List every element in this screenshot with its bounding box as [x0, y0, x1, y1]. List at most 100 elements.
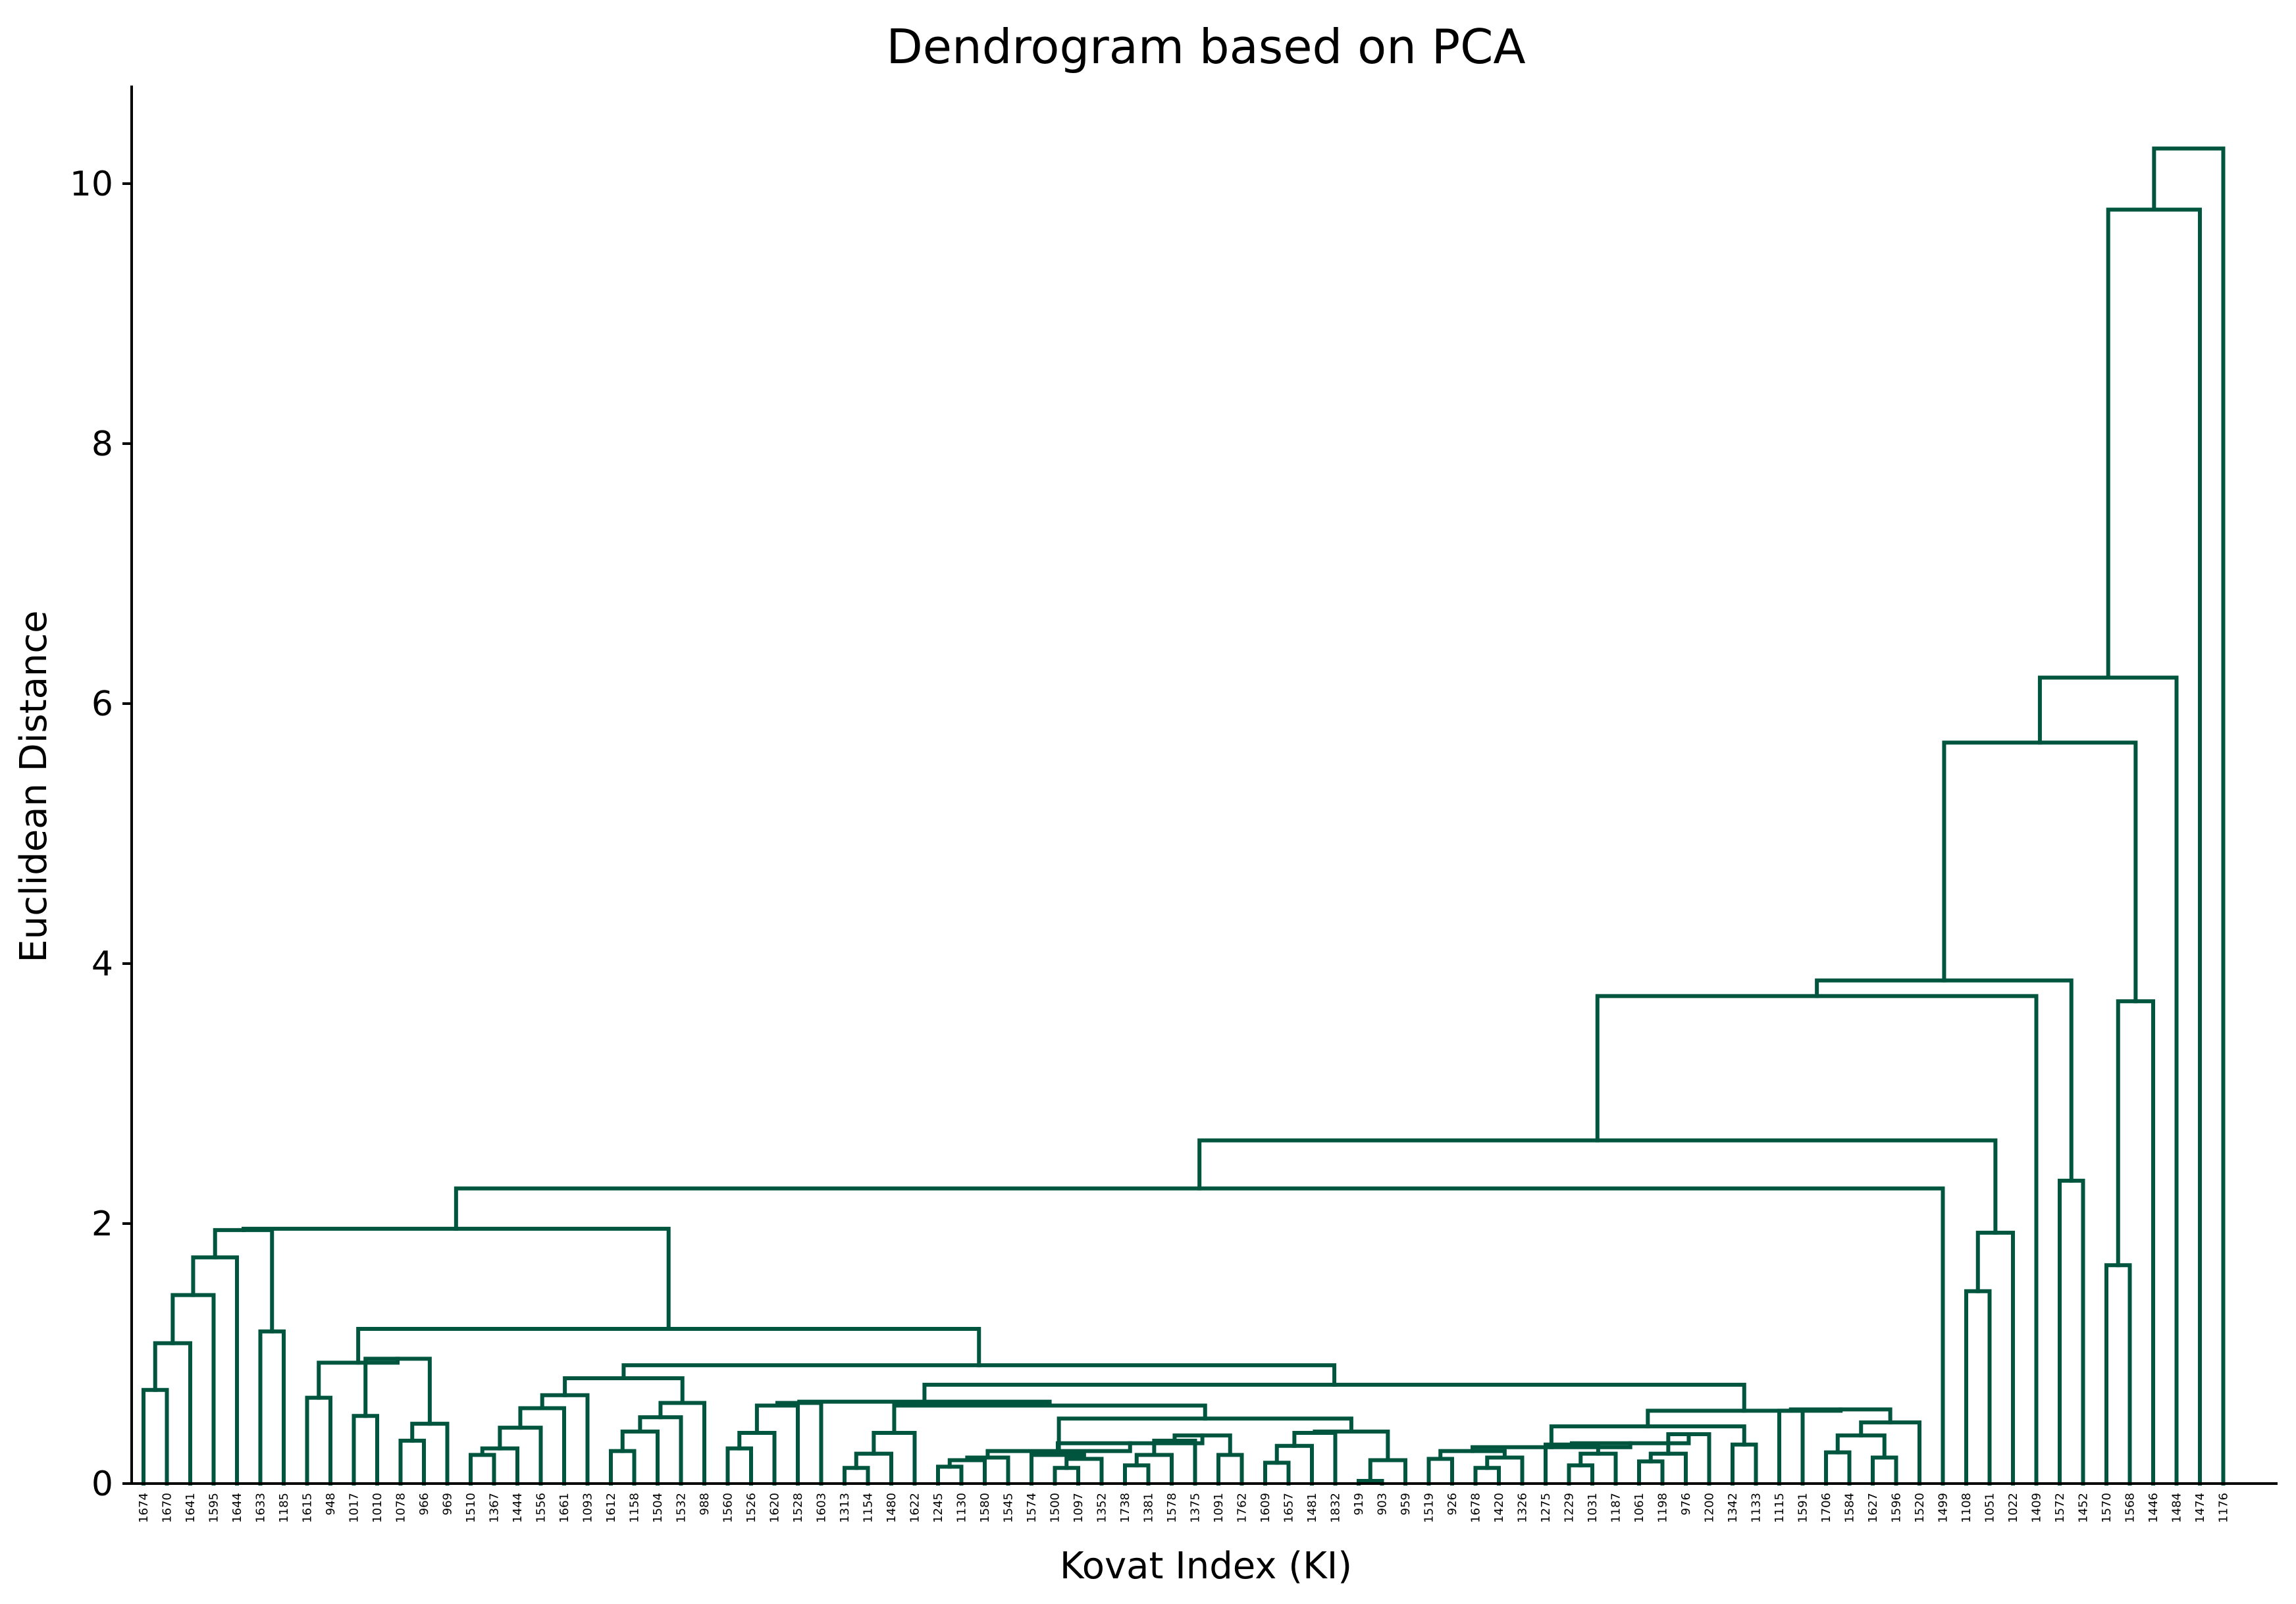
x-tick-label: 1031 — [1586, 1493, 1600, 1523]
dendrogram-link — [170, 1293, 216, 1486]
x-tick-label: 1595 — [207, 1493, 221, 1523]
x-tick-label: 1352 — [1095, 1493, 1109, 1523]
x-tick-label: 1326 — [1516, 1493, 1530, 1523]
x-tick-label: 1674 — [137, 1493, 151, 1523]
dendrogram-link — [1578, 1451, 1618, 1486]
x-tick-label: 1245 — [931, 1493, 945, 1523]
x-tick-label: 1185 — [277, 1493, 291, 1523]
x-tick-label: 1560 — [721, 1493, 735, 1523]
dendrogram-link — [1859, 1420, 1921, 1486]
x-tick-label: 1661 — [558, 1493, 571, 1523]
y-tick-label: 2 — [91, 1204, 113, 1244]
dendrogram-link — [936, 1464, 964, 1486]
dendrogram-link — [843, 1466, 870, 1486]
dendrogram-link — [1964, 1289, 1992, 1486]
x-tick-label: 1504 — [651, 1493, 665, 1523]
dendrogram-link — [469, 1453, 496, 1486]
x-tick-label: 1520 — [1913, 1493, 1927, 1523]
dendrogram-link — [213, 1228, 274, 1333]
x-tick-label: 926 — [1446, 1493, 1459, 1515]
x-tick-label: 919 — [1352, 1493, 1366, 1515]
x-tick-label: 1275 — [1539, 1493, 1553, 1523]
axes — [130, 86, 2278, 1485]
x-tick-label: 1313 — [838, 1493, 852, 1523]
x-tick-label: 1633 — [254, 1493, 268, 1523]
x-tick-label: 966 — [417, 1493, 431, 1515]
x-tick-label: 1596 — [1890, 1493, 1904, 1523]
dendrogram-link — [609, 1449, 637, 1486]
dendrogram-link — [1473, 1466, 1501, 1486]
x-tick-label: 1342 — [1726, 1493, 1740, 1523]
dendrogram-link — [1292, 1430, 1338, 1486]
x-tick-label: 1452 — [2077, 1493, 2091, 1523]
x-tick-label: 1615 — [301, 1493, 315, 1523]
x-tick-label: 1545 — [1002, 1493, 1016, 1523]
dendrogram-link — [1053, 1466, 1080, 1486]
y-axis-ticks: 0 2 4 6 8 10 — [70, 165, 132, 1504]
y-tick-label: 6 — [91, 685, 113, 724]
dendrogram-link — [1567, 1463, 1594, 1486]
dendrogram-link — [1134, 1453, 1174, 1486]
dendrogram-link — [410, 1422, 450, 1486]
y-tick-label: 4 — [91, 944, 113, 984]
x-tick-label: 1093 — [581, 1493, 595, 1523]
dendrogram-link — [947, 1458, 987, 1486]
x-tick-label: 1367 — [488, 1493, 502, 1523]
x-tick-label: 959 — [1399, 1493, 1413, 1515]
dendrogram-link — [1064, 1457, 1104, 1486]
dendrogram-link — [1942, 740, 2138, 1004]
dendrogram-link — [2058, 1178, 2085, 1486]
x-tick-label: 1526 — [744, 1493, 758, 1523]
x-axis-title: Kovat Index (KI) — [1060, 1545, 1352, 1588]
x-tick-label: 948 — [324, 1493, 338, 1515]
dendrogram-link — [2116, 999, 2155, 1486]
dendrogram-link — [1815, 978, 2074, 1183]
x-tick-label: 1097 — [1072, 1493, 1085, 1523]
dendrogram-link — [1777, 1409, 1805, 1486]
x-tick-label: 1641 — [184, 1493, 197, 1523]
x-tick-label: 1198 — [1656, 1493, 1670, 1523]
x-tick-label: 988 — [698, 1493, 712, 1515]
x-tick-label: 1446 — [2147, 1493, 2160, 1523]
x-tick-label: 1061 — [1632, 1493, 1646, 1523]
x-tick-label: 1532 — [675, 1493, 689, 1523]
dendrogram-link — [621, 1363, 1337, 1387]
x-tick-label: 1678 — [1469, 1493, 1483, 1523]
dendrogram-link — [356, 1326, 981, 1368]
y-axis-title: Euclidean Distance — [13, 610, 55, 962]
x-axis-tick-labels: 1674 1670 1641 1595 1644 1633 1185 1615 948 1017 1… — [137, 1493, 2231, 1523]
x-tick-label: 1510 — [464, 1493, 478, 1523]
dendrogram-link — [754, 1403, 800, 1486]
x-tick-label: 1420 — [1492, 1493, 1506, 1523]
x-tick-label: 1187 — [1609, 1493, 1623, 1523]
x-tick-label: 1375 — [1189, 1493, 1203, 1523]
dendrogram-link — [2104, 1263, 2132, 1486]
x-tick-label: 903 — [1376, 1493, 1390, 1515]
x-tick-label: 1091 — [1212, 1493, 1226, 1523]
dendrogram-link — [1426, 1457, 1454, 1486]
x-tick-label: 1627 — [1866, 1493, 1880, 1523]
dendrogram-link — [620, 1430, 660, 1486]
x-tick-label: 1115 — [1773, 1493, 1787, 1523]
x-tick-label: 1017 — [348, 1493, 361, 1523]
x-tick-label: 1158 — [628, 1493, 642, 1523]
x-tick-label: 1499 — [1937, 1493, 1950, 1523]
dendrogram-links — [142, 146, 2226, 1486]
dendrogram-link — [1485, 1455, 1525, 1486]
x-tick-label: 1528 — [791, 1493, 805, 1523]
dendrogram-link — [241, 1226, 671, 1331]
x-tick-label: 1409 — [2030, 1493, 2044, 1523]
dendrogram-link — [1824, 1450, 1852, 1486]
x-tick-label: 1229 — [1563, 1493, 1577, 1523]
x-tick-label: 969 — [441, 1493, 455, 1515]
x-tick-label: 1022 — [2006, 1493, 2020, 1523]
dendrogram-link — [1637, 1459, 1665, 1486]
dendrogram-link — [498, 1426, 543, 1486]
x-tick-label: 1556 — [535, 1493, 548, 1523]
x-tick-label: 1051 — [1983, 1493, 1997, 1523]
dendrogram-link — [2152, 146, 2226, 1486]
x-tick-label: 1154 — [862, 1493, 875, 1523]
dendrogram-link — [638, 1415, 683, 1486]
